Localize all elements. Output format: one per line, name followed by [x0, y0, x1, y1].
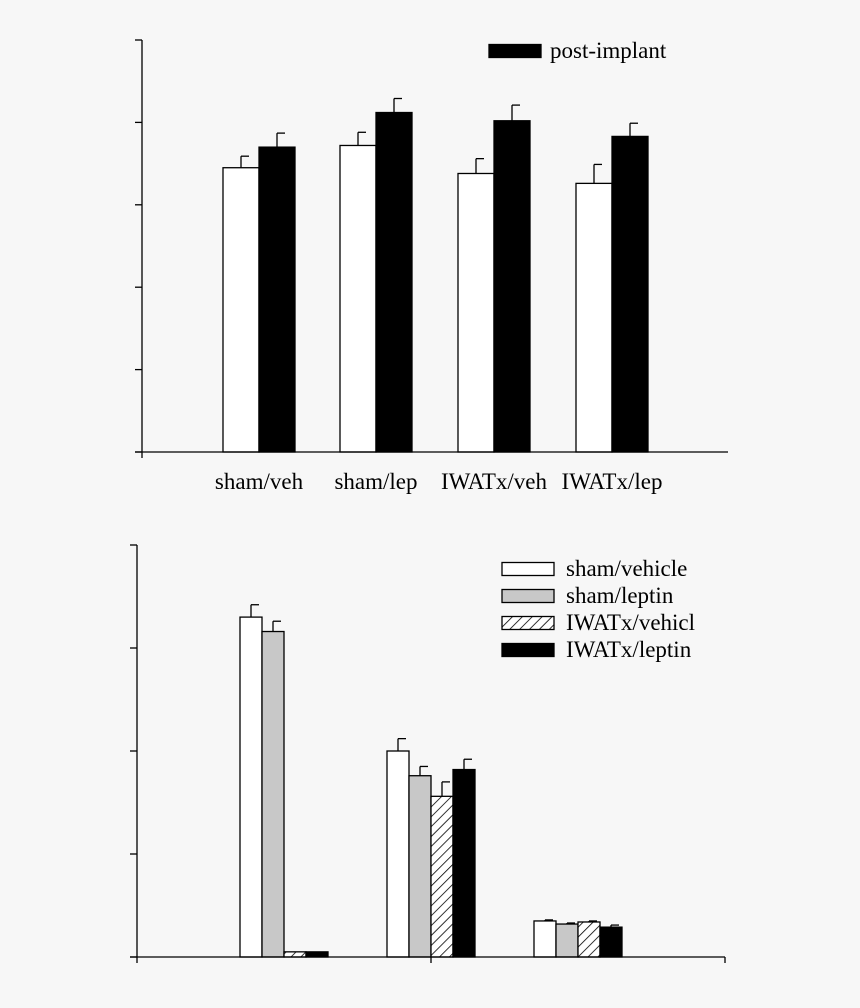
- bar-2-3-3: [577, 921, 601, 958]
- bar-2-2-3: [555, 923, 579, 958]
- category-label-1-2: sham/lep: [334, 469, 417, 494]
- bar-1-2-1: [258, 146, 296, 453]
- bar-2-4-1: [305, 951, 329, 958]
- bar-2-3-1: [283, 951, 307, 958]
- bar-2-2-2: [408, 775, 432, 958]
- chart-2: sham/vehiclesham/leptinIWATx/vehiclIWATx…: [130, 544, 726, 963]
- bar-2-1-1: [239, 616, 263, 958]
- legend-swatch-2-4: [501, 642, 555, 658]
- bar-2-2-1: [261, 630, 285, 958]
- bar-1-1-2: [339, 144, 377, 453]
- legend-label-2-1: sham/vehicle: [566, 556, 687, 581]
- legend-label-2-4: IWATx/leptin: [566, 637, 692, 662]
- legend-swatch-2-3: [501, 615, 555, 631]
- bar-1-2-3: [493, 120, 531, 453]
- bar-2-3-2: [430, 795, 454, 958]
- bar-1-2-4: [611, 135, 649, 453]
- bar-1-1-3: [457, 172, 495, 453]
- bar-1-1-1: [222, 167, 260, 453]
- legend-label-1-2: post-implant: [550, 38, 667, 63]
- bar-2-1-2: [386, 750, 410, 958]
- bar-1-1-4: [575, 182, 613, 453]
- legend-label-2-2: sham/leptin: [566, 583, 674, 608]
- legend-label-2-3: IWATx/vehicl: [566, 610, 695, 635]
- category-label-1-1: sham/veh: [215, 469, 304, 494]
- bar-2-4-3: [599, 926, 623, 958]
- category-label-1-3: IWATx/veh: [441, 469, 548, 494]
- bar-2-4-2: [452, 768, 476, 958]
- bar-1-2-2: [375, 111, 413, 453]
- bar-2-1-3: [533, 920, 557, 958]
- chart-1: sham/veh sham/lep IWATx/veh IWATx/lep post-i…: [135, 38, 728, 494]
- category-label-1-4: IWATx/lep: [562, 469, 663, 494]
- legend-swatch-1-2: [488, 43, 542, 59]
- legend-swatch-2-1: [501, 561, 555, 577]
- legend-swatch-2-2: [501, 588, 555, 604]
